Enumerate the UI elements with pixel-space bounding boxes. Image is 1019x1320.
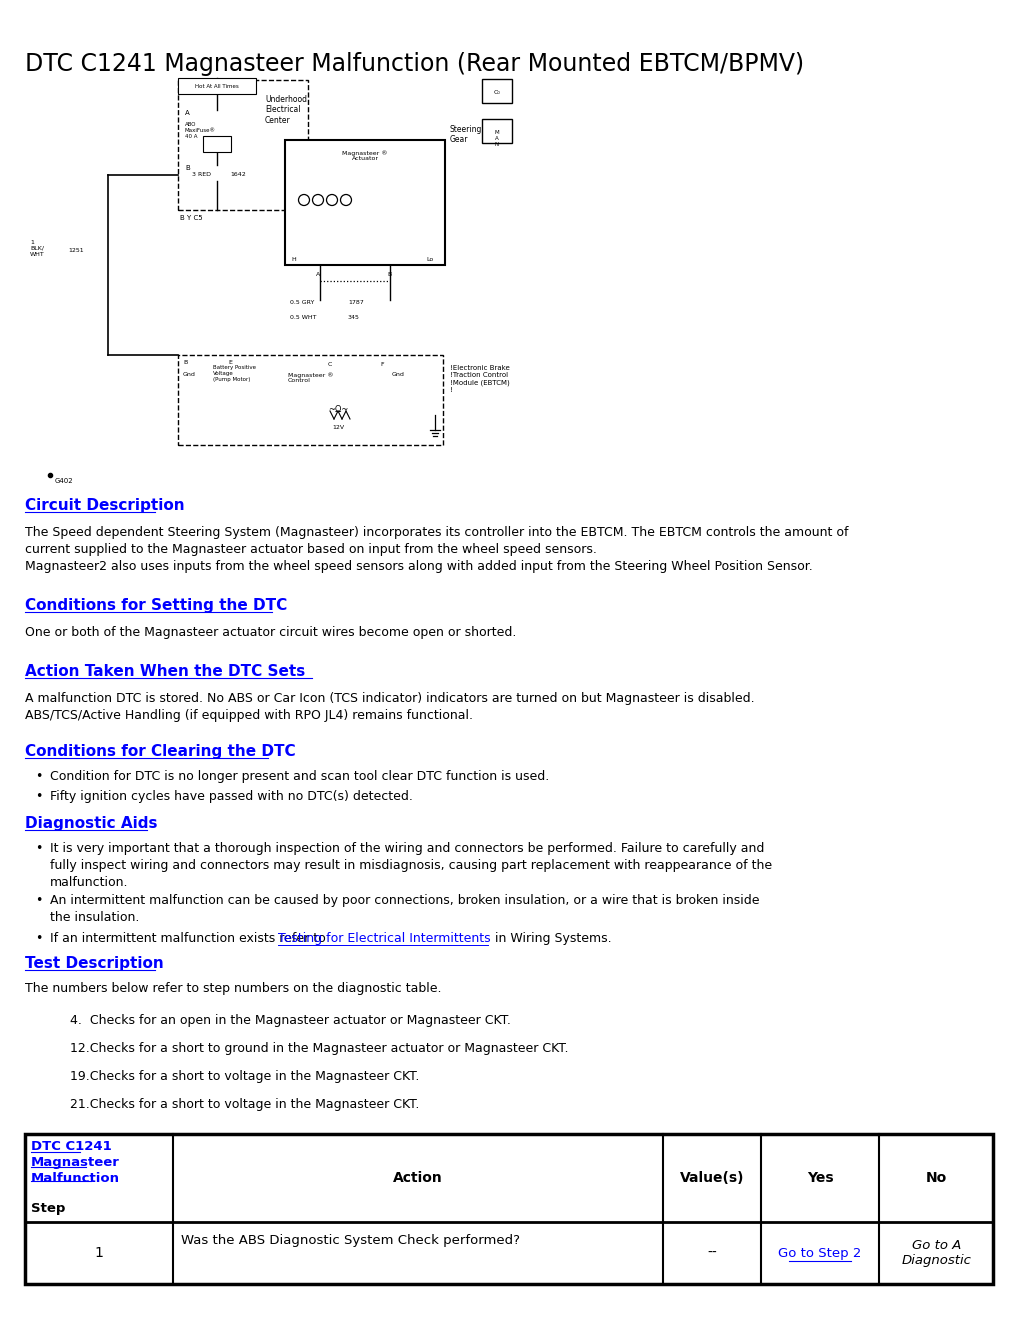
Text: 345: 345 xyxy=(347,315,360,319)
Text: E: E xyxy=(228,360,231,366)
Text: F: F xyxy=(380,362,383,367)
Text: G402: G402 xyxy=(55,478,73,484)
Bar xyxy=(178,355,442,445)
Text: •: • xyxy=(35,932,43,945)
Text: A: A xyxy=(184,110,190,116)
Text: •: • xyxy=(35,789,43,803)
Text: 1787: 1787 xyxy=(347,300,364,305)
Text: 0.5 GRY: 0.5 GRY xyxy=(289,300,314,305)
Text: •: • xyxy=(35,842,43,855)
Text: 1642: 1642 xyxy=(229,172,246,177)
Text: 4.  Checks for an open in the Magnasteer actuator or Magnasteer CKT.: 4. Checks for an open in the Magnasteer … xyxy=(70,1014,511,1027)
Text: B Y C5: B Y C5 xyxy=(179,215,203,220)
Text: It is very important that a thorough inspection of the wiring and connectors be : It is very important that a thorough ins… xyxy=(50,842,771,888)
Text: 3 RED: 3 RED xyxy=(192,172,211,177)
Text: Fifty ignition cycles have passed with no DTC(s) detected.: Fifty ignition cycles have passed with n… xyxy=(50,789,413,803)
Text: Conditions for Clearing the DTC: Conditions for Clearing the DTC xyxy=(25,744,296,759)
Text: 12V: 12V xyxy=(331,425,343,430)
Text: Magnasteer ®
Control: Magnasteer ® Control xyxy=(287,372,333,383)
Text: •: • xyxy=(35,894,43,907)
Text: 12.Checks for a short to ground in the Magnasteer actuator or Magnasteer CKT.: 12.Checks for a short to ground in the M… xyxy=(70,1041,568,1055)
Text: Testing for Electrical Intermittents: Testing for Electrical Intermittents xyxy=(277,932,490,945)
Bar xyxy=(25,1134,993,1284)
Text: Yes: Yes xyxy=(806,1171,833,1185)
Text: 1
BLK/
WHT: 1 BLK/ WHT xyxy=(30,240,45,256)
Text: !Electronic Brake
!Traction Control
!Module (EBTCM)
!: !Electronic Brake !Traction Control !Mod… xyxy=(449,366,510,392)
Text: Steering
Gear: Steering Gear xyxy=(449,125,482,144)
Text: 1251: 1251 xyxy=(68,248,84,253)
Text: DTC C1241 Magnasteer Malfunction (Rear Mounted EBTCM/BPMV): DTC C1241 Magnasteer Malfunction (Rear M… xyxy=(25,51,803,77)
Text: Condition for DTC is no longer present and scan tool clear DTC function is used.: Condition for DTC is no longer present a… xyxy=(50,770,548,783)
Text: The Speed dependent Steering System (Magnasteer) incorporates its controller int: The Speed dependent Steering System (Mag… xyxy=(25,525,848,573)
Text: Conditions for Setting the DTC: Conditions for Setting the DTC xyxy=(25,598,287,612)
Text: The numbers below refer to step numbers on the diagnostic table.: The numbers below refer to step numbers … xyxy=(25,982,441,995)
Text: Diagnostic Aids: Diagnostic Aids xyxy=(25,816,157,832)
Text: DTC C1241
Magnasteer
Malfunction: DTC C1241 Magnasteer Malfunction xyxy=(31,1140,120,1185)
Text: Hot At All Times: Hot At All Times xyxy=(195,83,238,88)
Text: Test Description: Test Description xyxy=(25,956,164,972)
Text: Value(s): Value(s) xyxy=(679,1171,744,1185)
Text: 1: 1 xyxy=(95,1246,103,1261)
Text: --: -- xyxy=(706,1246,716,1261)
Bar xyxy=(178,78,256,94)
Text: B: B xyxy=(387,272,391,277)
Text: C: C xyxy=(328,362,332,367)
Bar xyxy=(284,140,444,265)
Text: ABO
MaxiFuse®
40 A: ABO MaxiFuse® 40 A xyxy=(184,121,216,139)
Text: M
A
N: M A N xyxy=(494,129,499,147)
Text: Gnd: Gnd xyxy=(391,372,405,378)
Text: Action: Action xyxy=(392,1171,442,1185)
Text: A: A xyxy=(316,272,320,277)
Text: Step: Step xyxy=(31,1203,65,1214)
Text: No: No xyxy=(925,1171,947,1185)
Text: H: H xyxy=(290,257,296,261)
Text: Was the ABS Diagnostic System Check performed?: Was the ABS Diagnostic System Check perf… xyxy=(180,1234,520,1247)
Text: 21.Checks for a short to voltage in the Magnasteer CKT.: 21.Checks for a short to voltage in the … xyxy=(70,1098,419,1111)
Text: Underhood
Electrical
Center: Underhood Electrical Center xyxy=(265,95,307,125)
Text: Go to A
Diagnostic: Go to A Diagnostic xyxy=(901,1239,970,1267)
Text: Magnasteer ®
Actuator: Magnasteer ® Actuator xyxy=(342,150,387,161)
Text: Lo: Lo xyxy=(426,257,433,261)
Text: 19.Checks for a short to voltage in the Magnasteer CKT.: 19.Checks for a short to voltage in the … xyxy=(70,1071,419,1082)
Text: in Wiring Systems.: in Wiring Systems. xyxy=(490,932,611,945)
Text: Action Taken When the DTC Sets: Action Taken When the DTC Sets xyxy=(25,664,305,678)
Text: If an intermittent malfunction exists refer to: If an intermittent malfunction exists re… xyxy=(50,932,329,945)
Text: Battery Positive
Voltage
(Pump Motor): Battery Positive Voltage (Pump Motor) xyxy=(213,366,256,381)
Text: B: B xyxy=(182,360,187,366)
Text: Circuit Description: Circuit Description xyxy=(25,498,184,513)
Text: C₀: C₀ xyxy=(493,90,500,95)
Text: ~Ω~: ~Ω~ xyxy=(327,405,347,414)
Bar xyxy=(482,79,512,103)
Text: Go to Step 2: Go to Step 2 xyxy=(777,1246,861,1259)
Text: One or both of the Magnasteer actuator circuit wires become open or shorted.: One or both of the Magnasteer actuator c… xyxy=(25,626,516,639)
Bar xyxy=(203,136,230,152)
Text: •: • xyxy=(35,770,43,783)
Text: B: B xyxy=(184,165,190,172)
Bar xyxy=(482,119,512,143)
Text: An intermittent malfunction can be caused by poor connections, broken insulation: An intermittent malfunction can be cause… xyxy=(50,894,759,924)
Bar xyxy=(178,81,308,210)
Text: 0.5 WHT: 0.5 WHT xyxy=(289,315,316,319)
Text: Gnd: Gnd xyxy=(182,372,196,378)
Text: A malfunction DTC is stored. No ABS or Car Icon (TCS indicator) indicators are t: A malfunction DTC is stored. No ABS or C… xyxy=(25,692,754,722)
